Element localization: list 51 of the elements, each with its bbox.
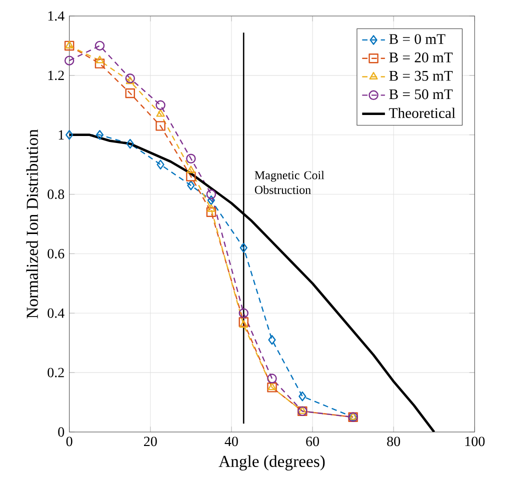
y-tick-label: 1 [58, 130, 64, 140]
point [206, 204, 216, 212]
point [125, 88, 136, 98]
point [207, 196, 215, 206]
point [95, 56, 104, 64]
point [206, 207, 216, 218]
point [238, 308, 248, 318]
y-tick-label: 1.2 [48, 70, 64, 80]
x-tick-label: 100 [465, 436, 485, 446]
point [298, 392, 306, 402]
point [125, 74, 136, 84]
point [94, 41, 105, 51]
ref-line-label: Magnetic Coil Obstruction [254, 171, 324, 194]
point [64, 56, 74, 66]
point [96, 130, 104, 140]
point [156, 100, 166, 110]
point [206, 190, 216, 200]
point [156, 109, 165, 117]
point [268, 335, 276, 345]
legend-label: B = 20 mT [389, 52, 453, 63]
point [238, 317, 248, 328]
legend-label: Theoretical [389, 108, 456, 118]
x-tick-label: 20 [144, 436, 157, 446]
point [239, 320, 248, 328]
legend-label: B = 35 mT [389, 71, 453, 81]
point [156, 121, 166, 131]
point [267, 374, 277, 384]
point [186, 154, 196, 164]
point [186, 166, 196, 174]
point [187, 180, 195, 190]
point [240, 243, 248, 253]
y-tick-label: 0.2 [48, 368, 64, 378]
legend-label: B = 50 mT [389, 89, 453, 100]
point [126, 139, 134, 149]
x-tick-label: 40 [224, 436, 238, 446]
y-axis-title: Normalized Ion Distribution [26, 130, 38, 319]
legend-label: B = 0 mT [389, 34, 446, 44]
y-tick-label: 0.8 [48, 190, 64, 200]
point [66, 130, 74, 140]
x-tick-label: 80 [387, 436, 400, 446]
y-tick-label: 0.4 [48, 308, 64, 318]
point [94, 58, 105, 69]
y-tick-label: 0 [58, 427, 64, 437]
x-axis-title: Angle (degrees) [218, 455, 325, 471]
y-tick-label: 1.4 [48, 11, 64, 21]
y-tick-label: 0.6 [48, 249, 64, 259]
x-tick-label: 60 [306, 436, 319, 446]
point [186, 172, 196, 182]
point [126, 76, 134, 84]
point [156, 160, 164, 170]
x-tick-label: 0 [66, 436, 72, 446]
